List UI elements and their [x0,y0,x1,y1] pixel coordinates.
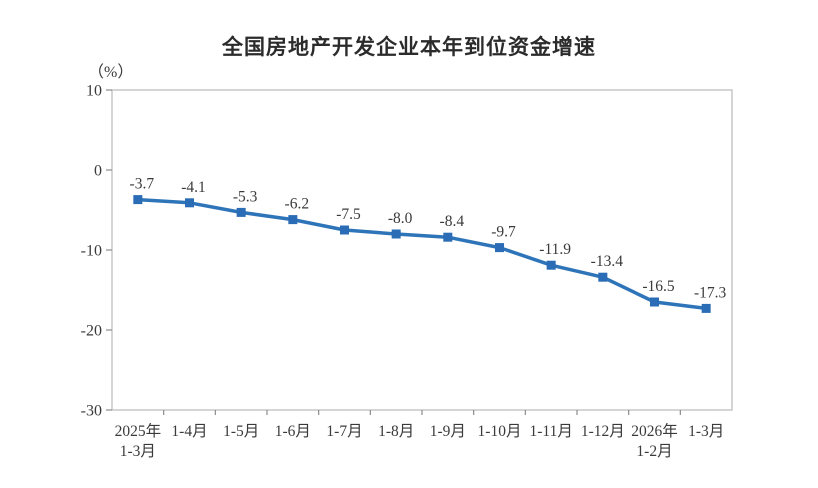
data-point-label: -7.5 [336,206,361,223]
data-point-label: -5.3 [233,188,258,205]
data-point-label: -11.9 [539,241,571,258]
x-axis-category-label: 1-8月 [378,423,414,440]
x-axis-category-label: 1-11月 [529,423,572,440]
data-point-label: -8.4 [440,213,465,230]
data-point-label: -3.7 [130,176,155,193]
y-axis-unit-label: （%） [88,64,134,81]
data-point-label: -16.5 [642,278,675,295]
data-point-marker [598,272,608,282]
data-point-label: -9.7 [491,224,516,241]
data-point-marker [495,243,504,253]
data-point-marker [340,225,349,235]
data-point-label: -6.2 [285,196,310,213]
data-point-marker [391,229,401,239]
data-point-label: -17.3 [694,284,727,301]
data-point-marker [650,297,659,307]
x-axis-category-label: 1-7月 [326,423,362,440]
x-axis-category-label: 1-5月 [223,423,259,440]
x-axis-category-label: 1-4月 [171,423,207,440]
x-axis-category-label: 2026年 [631,422,678,440]
y-axis-tick-label: -30 [81,403,102,420]
data-point-marker [288,215,298,225]
x-axis-category-label: 1-3月 [120,443,156,460]
data-point-marker [185,198,194,208]
data-point-marker [546,260,556,270]
data-point-marker [236,207,246,217]
series-line [136,197,708,311]
x-axis-category-label: 1-3月 [688,423,724,440]
data-point-label: -4.1 [181,179,206,196]
x-axis-category-label: 1-12月 [581,423,625,440]
chart-title: 全国房地产开发企业本年到位资金增速 [222,36,596,59]
x-axis-category-label: 1-2月 [636,443,672,460]
x-axis-category-label: 2025年 [115,422,162,440]
data-point-marker [133,195,143,205]
data-point-marker [443,232,453,242]
y-axis-tick-label: -20 [81,323,102,340]
data-point-label: -8.0 [388,210,413,227]
x-axis-category-label: 1-10月 [478,423,522,440]
y-axis-tick-label: 10 [86,83,102,100]
data-point-marker [701,303,711,313]
plot-border [111,89,733,411]
y-axis-tick-label: 0 [94,163,102,180]
x-axis-category-label: 1-6月 [275,423,311,440]
data-point-label: -13.4 [591,253,624,270]
x-axis-category-label: 1-9月 [430,423,466,440]
y-axis-tick-label: -10 [81,243,102,260]
